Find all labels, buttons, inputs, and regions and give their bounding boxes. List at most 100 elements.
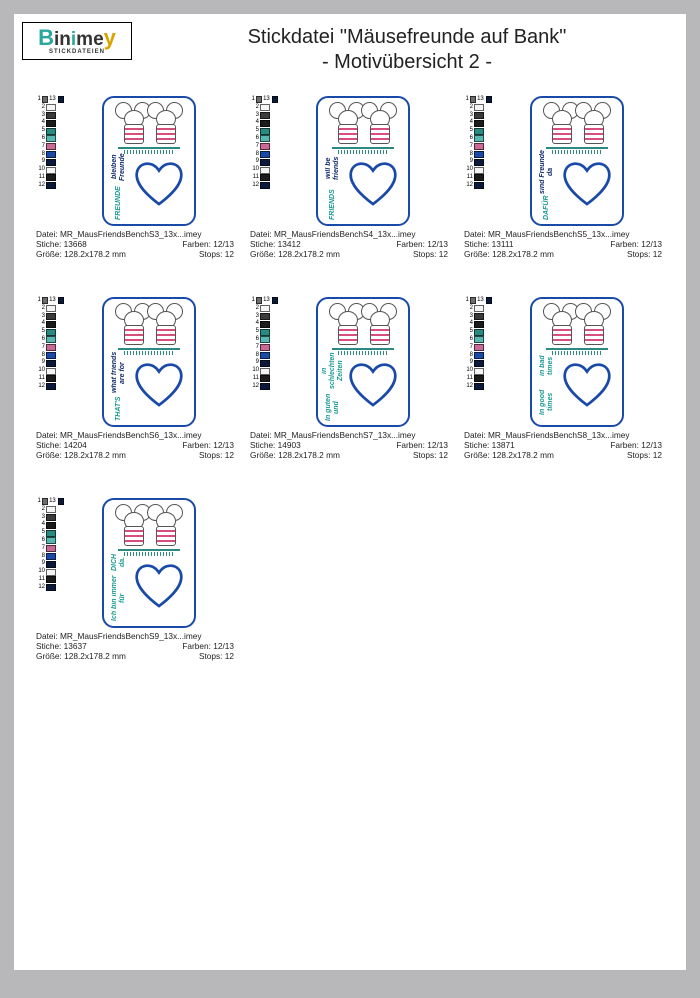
- palette-row: 10: [464, 166, 492, 174]
- palette-row: 5: [464, 328, 492, 336]
- mice-illustration: [326, 104, 400, 148]
- header: Binimey STICKDATEIEN Stickdatei "Mäusefr…: [14, 14, 686, 78]
- swatch: [46, 368, 56, 375]
- design-cell: 11323456789101112DAFÜRsind Freunde daDat…: [464, 96, 662, 259]
- palette-row: 6: [36, 135, 64, 143]
- color-palette: 11323456789101112: [36, 297, 64, 391]
- palette-num: 5: [250, 127, 260, 135]
- palette-row: 2: [250, 104, 278, 112]
- palette-num: 13: [48, 297, 57, 305]
- palette-row: 113: [250, 297, 278, 305]
- meta-stops: Stops: 12: [199, 450, 234, 460]
- design-text: In good timesin bad times: [534, 349, 560, 421]
- palette-row: 113: [464, 297, 492, 305]
- palette-row: 7: [36, 344, 64, 352]
- swatch: [46, 120, 56, 127]
- palette-row: 4: [250, 119, 278, 127]
- palette-row: 3: [250, 313, 278, 321]
- palette-row: 3: [464, 313, 492, 321]
- mice-illustration: [540, 104, 614, 148]
- palette-row: 4: [464, 119, 492, 127]
- swatch: [46, 584, 56, 591]
- palette-row: 113: [464, 96, 492, 104]
- mice-illustration: [326, 305, 400, 349]
- swatch: [474, 321, 484, 328]
- swatch: [260, 182, 270, 189]
- palette-row: 2: [464, 305, 492, 313]
- swatch: [474, 120, 484, 127]
- design-meta: Datei: MR_MausFriendsBenchS7_13x...imeyS…: [250, 430, 448, 460]
- swatch: [474, 159, 484, 166]
- palette-num: 3: [36, 112, 46, 120]
- swatch: [474, 368, 484, 375]
- palette-row: 11: [36, 174, 64, 182]
- swatch: [474, 344, 484, 351]
- swatch: [46, 514, 56, 521]
- meta-colors: Farben: 12/13: [610, 440, 662, 450]
- palette-num: 8: [250, 352, 260, 360]
- design-frame: THAT'Swhat friends are for: [102, 297, 196, 427]
- heart-icon: [346, 359, 400, 409]
- palette-row: 9: [250, 158, 278, 166]
- swatch: [46, 383, 56, 390]
- swatch: [46, 360, 56, 367]
- design-text: Ich bin immer fürDICH da.: [106, 550, 132, 622]
- swatch: [260, 360, 270, 367]
- palette-row: 10: [464, 367, 492, 375]
- design-cell: 11323456789101112 THAT'Swhat friends are …: [36, 297, 234, 460]
- mice-illustration: [112, 104, 186, 148]
- meta-colors: Farben: 12/13: [182, 239, 234, 249]
- palette-row: 7: [250, 143, 278, 151]
- swatch: [260, 305, 270, 312]
- palette-row: 5: [36, 127, 64, 135]
- meta-stitches: Stiche: 13668: [36, 239, 87, 249]
- swatch: [474, 135, 484, 142]
- design-frame: Ich bin immer fürDICH da.: [102, 498, 196, 628]
- design-row: 11323456789101112 THAT'Swhat friends are …: [36, 297, 234, 427]
- heart-icon: [132, 560, 186, 610]
- palette-row: 8: [36, 352, 64, 360]
- palette-num: 12: [36, 383, 46, 391]
- palette-num: 11: [250, 375, 260, 383]
- design-row: 11323456789101112In guten undin schlecht…: [250, 297, 448, 427]
- palette-num: 4: [36, 119, 46, 127]
- palette-row: 4: [464, 320, 492, 328]
- swatch: [260, 344, 270, 351]
- swatch: [46, 128, 56, 135]
- swatch: [46, 553, 56, 560]
- swatch: [260, 329, 270, 336]
- swatch: [474, 174, 484, 181]
- design-frame: FRIENDSwill be friends: [316, 96, 410, 226]
- color-palette: 11323456789101112: [250, 297, 278, 391]
- swatch: [260, 368, 270, 375]
- meta-size: Größe: 128.2x178.2 mm: [250, 450, 340, 460]
- palette-num: 10: [250, 166, 260, 174]
- palette-row: 3: [36, 313, 64, 321]
- design-cell: 11323456789101112FRIENDSwill be friendsD…: [250, 96, 448, 259]
- palette-row: 12: [36, 383, 64, 391]
- palette-num: 10: [250, 367, 260, 375]
- artwork: In guten undin schlechten Zeiten: [278, 297, 448, 427]
- palette-row: 12: [36, 182, 64, 190]
- design-meta: Datei: MR_MausFriendsBenchS3_13x...imeyS…: [36, 229, 234, 259]
- palette-num: 11: [36, 576, 46, 584]
- meta-stitches: Stiche: 13111: [464, 239, 514, 249]
- palette-row: 11: [250, 375, 278, 383]
- meta-file: Datei: MR_MausFriendsBenchS9_13x...imey: [36, 631, 202, 641]
- design-row: 11323456789101112Ich bin immer fürDICH d…: [36, 498, 234, 628]
- palette-row: 6: [250, 336, 278, 344]
- palette-num: 3: [36, 313, 46, 321]
- palette-num: 10: [36, 568, 46, 576]
- palette-row: 2: [36, 305, 64, 313]
- palette-row: 12: [250, 383, 278, 391]
- palette-num: 5: [464, 127, 474, 135]
- palette-row: 3: [36, 514, 64, 522]
- palette-num: 8: [464, 151, 474, 159]
- palette-num: 13: [48, 96, 57, 104]
- palette-num: 9: [36, 560, 46, 568]
- design-meta: Datei: MR_MausFriendsBenchS6_13x...imeyS…: [36, 430, 234, 460]
- palette-num: 8: [36, 151, 46, 159]
- palette-num: 2: [250, 104, 260, 112]
- swatch: [474, 143, 484, 150]
- palette-row: 3: [250, 112, 278, 120]
